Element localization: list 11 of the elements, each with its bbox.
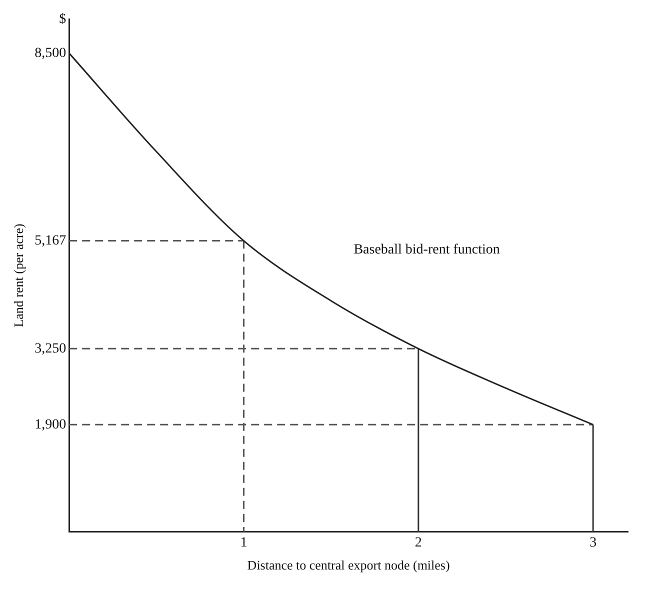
- y-tick-label: 5,167: [34, 233, 66, 248]
- x-tick-label: 2: [414, 536, 422, 551]
- y-tick-label: 1,900: [34, 417, 66, 432]
- x-axis-title: Distance to central export node (miles): [247, 558, 450, 573]
- y-tick-label: 8,500: [34, 46, 66, 61]
- x-tick-label: 3: [590, 536, 597, 551]
- annotation: Baseball bid-rent function: [354, 242, 500, 258]
- y-tick-label: $: [59, 12, 66, 28]
- y-tick-label: 3,250: [34, 341, 66, 356]
- x-tick-label: 1: [240, 536, 248, 551]
- y-axis-title: Land rent (per acre): [11, 224, 26, 328]
